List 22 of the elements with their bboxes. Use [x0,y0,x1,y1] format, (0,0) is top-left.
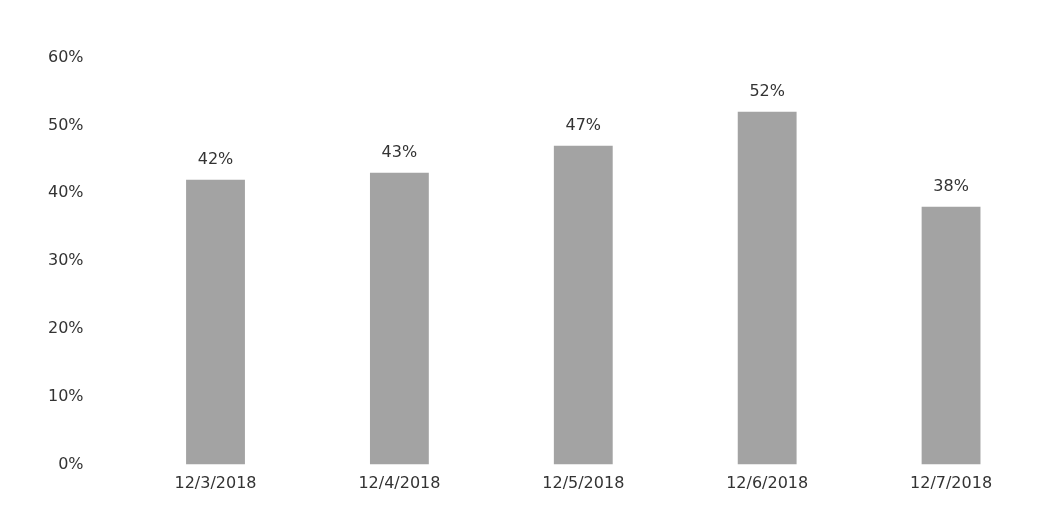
y-tick-label: 60% [48,46,84,66]
y-tick-label: 30% [48,250,84,270]
data-label: 38% [933,175,969,195]
x-tick-label: 12/4/2018 [358,473,441,493]
data-label: 43% [381,142,418,162]
y-tick-label: 50% [48,114,84,134]
bar [369,172,429,465]
x-tick-label: 12/5/2018 [542,473,625,493]
data-label: 52% [749,81,785,100]
y-tick-label: 40% [48,182,84,202]
bar [186,179,245,465]
bar [921,206,981,465]
bar [737,111,797,465]
x-tick-label: 12/6/2018 [726,473,809,493]
x-tick-label: 12/3/2018 [174,473,257,493]
data-label: 47% [565,114,602,134]
bar [553,145,613,465]
y-tick-label: 10% [48,385,84,405]
x-tick-label: 12/7/2018 [910,473,993,493]
data-label: 42% [197,148,234,168]
y-tick-label: 0% [58,453,84,473]
y-tick-label: 20% [48,317,84,337]
